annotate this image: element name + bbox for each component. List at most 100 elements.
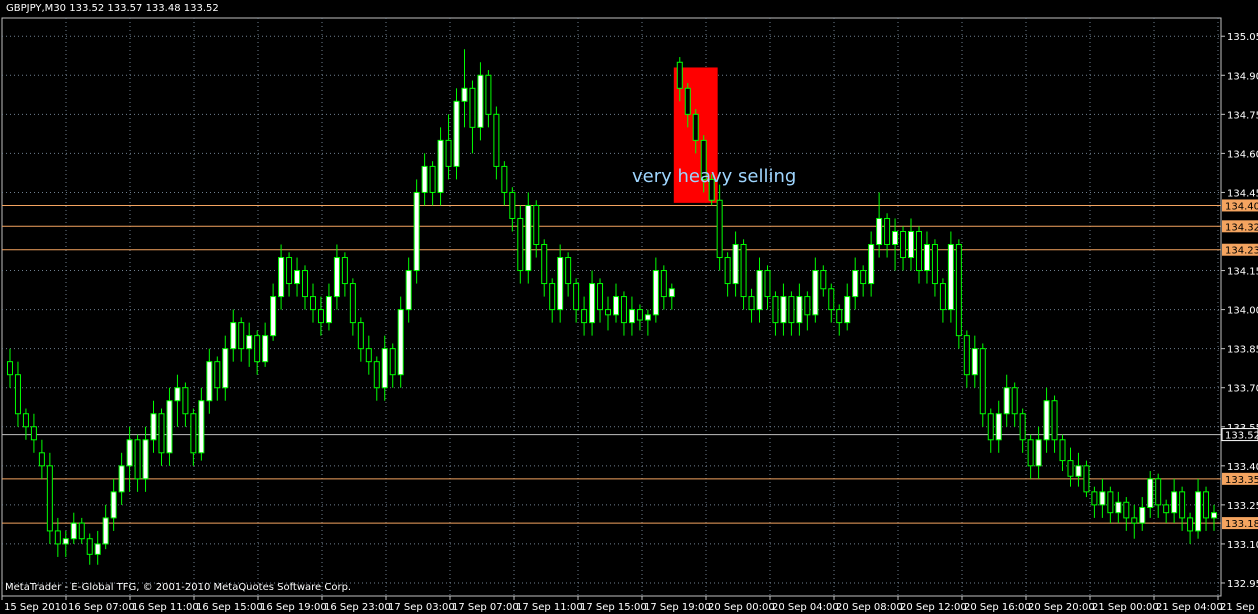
bear-candle: [493, 113, 500, 167]
bull-candle: [325, 296, 332, 324]
x-tick-label: 20 Sep 00:00: [708, 602, 775, 613]
bear-candle: [517, 217, 524, 272]
bear-candle: [1027, 439, 1034, 467]
bear-candle: [724, 257, 731, 285]
bull-candle: [1115, 501, 1122, 514]
bull-candle: [230, 322, 237, 350]
bear-candle: [1179, 491, 1186, 519]
bull-candle: [477, 74, 484, 128]
bull-candle: [525, 204, 532, 272]
bull-candle: [1147, 478, 1154, 508]
bear-candle: [445, 139, 452, 167]
bull-candle: [413, 191, 420, 272]
bull-candle: [612, 296, 619, 316]
y-tick-label: 134.45: [1227, 188, 1258, 199]
bull-candle: [1099, 491, 1106, 506]
x-tick-label: 16 Sep 23:00: [324, 602, 391, 613]
bull-candle: [110, 491, 117, 519]
bear-candle: [884, 217, 891, 246]
bull-candle: [278, 257, 285, 298]
x-tick-label: 17 Sep 07:00: [452, 602, 519, 613]
bear-candle: [931, 244, 938, 285]
x-tick-label: 16 Sep 11:00: [132, 602, 199, 613]
bear-candle: [573, 283, 580, 311]
bull-candle: [1195, 491, 1202, 532]
bull-candle: [589, 283, 596, 324]
bull-candle: [923, 244, 930, 272]
level-tag: [1222, 472, 1258, 485]
bear-candle: [1123, 501, 1130, 519]
bull-candle: [126, 439, 133, 467]
bull-candle: [166, 400, 173, 454]
bear-candle: [987, 413, 994, 441]
bear-candle: [565, 257, 572, 285]
bull-candle: [628, 309, 635, 324]
y-tick-label: 133.70: [1227, 384, 1258, 395]
level-tag-label: 133.52: [1225, 431, 1258, 442]
bear-candle: [309, 296, 316, 311]
bull-candle: [1139, 506, 1146, 524]
x-tick-label: 20 Sep 08:00: [836, 602, 903, 613]
bull-candle: [652, 270, 659, 316]
bull-candle: [892, 230, 899, 246]
y-tick-label: 135.05: [1227, 32, 1258, 43]
bull-candle: [70, 522, 77, 540]
bull-candle: [206, 361, 213, 402]
bull-candle: [995, 413, 1002, 441]
ohlc-readout: 133.52 133.57 133.48 133.52: [69, 3, 219, 14]
x-tick-label: 20 Sep 16:00: [964, 602, 1031, 613]
bear-candle: [740, 244, 747, 298]
bear-candle: [46, 465, 53, 532]
bear-candle: [1051, 400, 1058, 441]
bear-candle: [389, 348, 396, 376]
level-tag: [1222, 199, 1258, 212]
bear-candle: [549, 283, 556, 311]
bear-candle: [716, 199, 723, 259]
bear-candle: [772, 296, 779, 324]
bear-candle: [1155, 478, 1162, 506]
bear-candle: [636, 309, 643, 321]
bull-candle: [405, 270, 412, 311]
bear-candle: [684, 87, 691, 115]
y-tick-label: 132.95: [1227, 579, 1258, 590]
bull-candle: [756, 270, 763, 311]
bull-candle: [844, 296, 851, 324]
bear-candle: [214, 361, 221, 389]
bear-candle: [54, 530, 61, 545]
bear-candle: [30, 426, 37, 441]
bull-candle: [262, 335, 269, 363]
bull-candle: [94, 543, 101, 555]
y-tick-label: 133.10: [1227, 540, 1258, 551]
bear-candle: [341, 257, 348, 285]
bull-candle: [246, 335, 253, 350]
bear-candle: [915, 230, 922, 272]
bear-candle: [1019, 413, 1026, 441]
bear-candle: [788, 296, 795, 324]
bear-candle: [660, 270, 667, 298]
bear-candle: [860, 270, 867, 285]
bear-candle: [1091, 491, 1098, 506]
x-tick-label: 20 Sep 20:00: [1028, 602, 1095, 613]
bear-candle: [1083, 465, 1090, 493]
bull-candle: [732, 244, 739, 285]
bear-candle: [357, 322, 364, 350]
bull-candle: [1003, 387, 1010, 415]
bull-candle: [668, 288, 675, 298]
bear-candle: [533, 204, 540, 246]
bear-candle: [1107, 491, 1114, 514]
bull-candle: [908, 230, 915, 259]
y-tick-label: 134.00: [1227, 306, 1258, 317]
bull-candle: [644, 314, 651, 321]
bull-candle: [1171, 491, 1178, 514]
bear-candle: [1187, 517, 1194, 532]
bear-candle: [182, 387, 189, 415]
bull-candle: [971, 348, 978, 376]
y-tick-label: 134.15: [1227, 267, 1258, 278]
bear-candle: [429, 165, 436, 193]
bull-candle: [102, 517, 109, 545]
bull-candle: [453, 100, 460, 167]
bear-candle: [365, 348, 372, 363]
bull-candle: [142, 439, 149, 480]
